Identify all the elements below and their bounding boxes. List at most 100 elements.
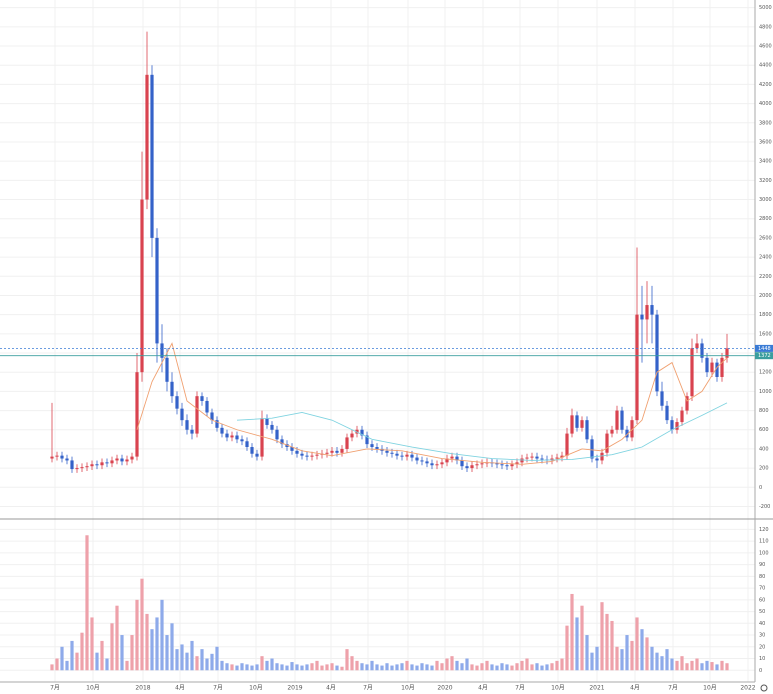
volume-bar [305, 664, 309, 671]
volume-bar [225, 663, 229, 671]
volume-bar [460, 663, 464, 671]
x-tick-label: 4月 [326, 685, 336, 692]
candle-body [410, 454, 414, 458]
y-tick-label: 200 [759, 466, 769, 472]
candle-body [480, 463, 484, 465]
settings-gear[interactable] [760, 684, 768, 692]
volume-bar [490, 664, 494, 671]
y-tick-label: 2600 [759, 235, 772, 241]
candle-body [570, 415, 574, 434]
candle-body [635, 314, 639, 421]
y-tick-label: 3800 [759, 120, 772, 126]
candle-body [315, 454, 319, 456]
candle-body [690, 348, 694, 397]
volume-bar [145, 613, 149, 671]
candle-body [465, 466, 469, 469]
volume-bar [260, 656, 264, 671]
volume-bar [670, 658, 674, 671]
volume-bar [75, 652, 79, 671]
x-tick-label: 4月 [478, 685, 488, 692]
volume-bar [655, 652, 659, 671]
x-tick-label: 10月 [249, 685, 263, 692]
candle-body [700, 343, 704, 358]
candle-body [370, 444, 374, 448]
volume-bar [275, 663, 279, 671]
candle-body [505, 465, 509, 467]
candle-body [430, 463, 434, 466]
volume-bar [110, 623, 114, 671]
candle-body [125, 459, 129, 462]
volume-bar [520, 660, 524, 671]
volume-bar [235, 665, 239, 671]
candle-body [565, 433, 569, 456]
x-tick-label: 7月 [668, 685, 678, 692]
volume-bar [650, 646, 654, 671]
candle-body [115, 458, 119, 461]
x-tick-label: 2019 [287, 685, 302, 692]
y-tick-label: 1600 [759, 331, 772, 337]
y-tick-label: 2000 [759, 293, 772, 299]
volume-bar [610, 620, 614, 671]
volume-bar [415, 665, 419, 671]
candle-body [75, 468, 79, 470]
volume-bar [450, 656, 454, 671]
candle-body [705, 357, 709, 373]
settings-icon[interactable] [760, 684, 768, 692]
candle-body [495, 463, 499, 465]
candle-body [230, 435, 234, 438]
volume-bar [590, 652, 594, 671]
candle-body [600, 452, 604, 461]
volume-bar [595, 646, 599, 671]
candle-body [165, 357, 169, 382]
candle-body [325, 452, 329, 454]
candle-body [185, 420, 189, 430]
volume-bar [295, 664, 299, 671]
candle-body [530, 456, 534, 458]
volume-bar [475, 665, 479, 671]
candle-body [510, 464, 514, 467]
candle-body [260, 418, 264, 457]
y-tick-label: 60 [759, 597, 765, 603]
x-tick-label: 7月 [515, 685, 525, 692]
volume-bar [630, 640, 634, 671]
volume-bar [200, 649, 204, 671]
candle-body [460, 460, 464, 467]
candle-body [305, 455, 309, 457]
volume-bar [550, 663, 554, 671]
volume-bar [615, 646, 619, 671]
candle-body [50, 456, 54, 459]
volume-bar [575, 617, 579, 671]
volume-bar [455, 660, 459, 671]
y-tick-label: 110 [759, 539, 769, 545]
candle-body [155, 237, 159, 344]
volume-bar [635, 617, 639, 671]
volume-bar [560, 658, 564, 671]
candle-body [310, 455, 314, 457]
y-tick-label: 70 [759, 586, 765, 592]
candle-body [395, 453, 399, 456]
candle-body [275, 429, 279, 440]
volume-bar [330, 663, 334, 671]
volume-bar [95, 652, 99, 671]
candle-body [630, 420, 634, 438]
x-tick-label: 2020 [437, 685, 452, 692]
candle-body [145, 74, 149, 200]
candle-body [240, 439, 244, 442]
candle-body [665, 405, 669, 421]
candle-body [655, 314, 659, 392]
volume-bar [465, 658, 469, 671]
candle-body [455, 456, 459, 461]
volume-bar [385, 663, 389, 671]
candle-body [85, 466, 89, 468]
volume-bar [400, 663, 404, 671]
volume-bar [530, 664, 534, 671]
volume-bar [155, 617, 159, 671]
volume-bar [495, 665, 499, 671]
candle-body [535, 456, 539, 459]
y-tick-label: 2800 [759, 216, 772, 222]
volume-bar [215, 646, 219, 671]
candle-body [425, 461, 429, 464]
candle-body [170, 381, 174, 397]
